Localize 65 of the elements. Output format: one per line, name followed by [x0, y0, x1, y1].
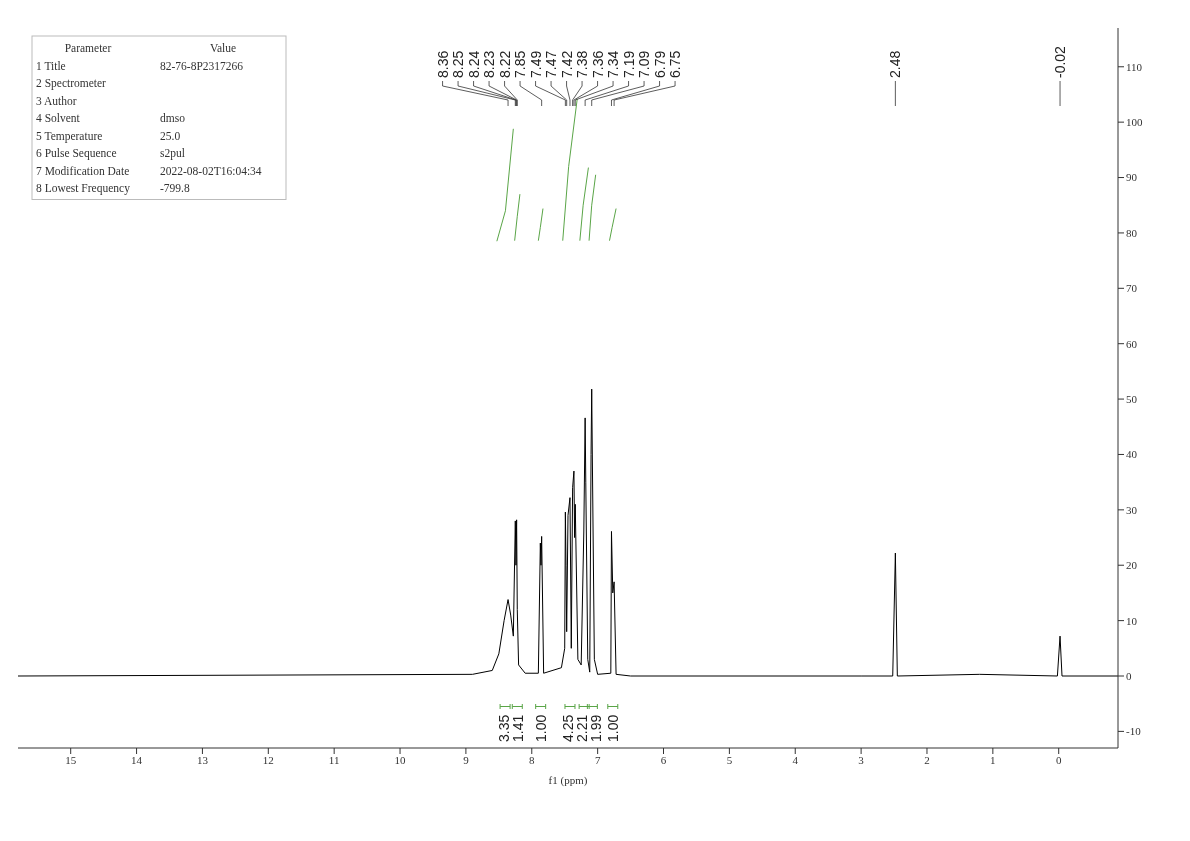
annotation: 7.42	[558, 50, 575, 78]
annotation: 7.34	[605, 50, 622, 78]
annotation: 7.38	[574, 50, 591, 78]
annotation: 7.36	[589, 50, 606, 78]
y-tick-label: 40	[1126, 448, 1138, 461]
x-tick-label: 15	[65, 753, 77, 766]
line-series	[18, 388, 1118, 677]
y-tick-label: 70	[1126, 282, 1138, 295]
x-tick-label: 2	[924, 753, 930, 766]
y-tick-label: 10	[1126, 614, 1138, 627]
annotation: 6.79	[651, 50, 668, 78]
y-tick-label: 20	[1126, 559, 1138, 572]
annotation: 8.25	[450, 50, 467, 78]
y-tick-label: 80	[1126, 226, 1138, 239]
annotation: 6.75	[667, 50, 684, 78]
annotation: 1.00	[532, 714, 549, 742]
annotation: 3 Author	[36, 94, 77, 107]
annotation: 4.25	[560, 714, 577, 742]
y-tick-label: 0	[1126, 669, 1132, 682]
annotation: 1.41	[510, 714, 527, 742]
text: 7 Modification Date 2022-08-02T16:04:34	[36, 164, 262, 177]
x-tick-label: 10	[394, 753, 407, 766]
annotation: 2.48	[887, 50, 904, 78]
annotation: 7.19	[620, 50, 637, 78]
x-tick-label: 3	[858, 753, 865, 766]
x-tick-label: 11	[328, 753, 340, 766]
annotation: 7.47	[543, 50, 560, 78]
annotation: 7.09	[636, 50, 653, 78]
y-tick-label: 30	[1126, 503, 1138, 516]
text: 6 Pulse Sequence s2pul	[36, 147, 185, 159]
x-tick-label: 8	[529, 753, 536, 766]
text: 1 Title 82-76-8P2317266	[36, 59, 244, 72]
x-axis-title: f1 (ppm)	[548, 774, 588, 787]
x-tick-label: 0	[1055, 753, 1062, 766]
x-tick-label: 9	[463, 753, 470, 766]
text: 5 Temperature 25.0	[36, 129, 181, 142]
x-tick-label: 13	[196, 753, 209, 766]
annotation: 8.24	[465, 50, 482, 78]
text: Parameter Value	[64, 42, 237, 54]
annotation: 8.22	[496, 50, 513, 78]
annotation: 2.21	[574, 714, 591, 742]
annotation: 2 Spectrometer	[36, 77, 107, 90]
annotation: -0.02	[1052, 45, 1069, 78]
annotation: 1.99	[588, 714, 605, 742]
y-tick-label: 60	[1126, 337, 1138, 350]
y-tick-label: 50	[1126, 392, 1138, 405]
x-tick-label: 12	[262, 753, 274, 766]
annotation: 7.85	[512, 50, 529, 78]
y-tick-label: 110	[1126, 60, 1143, 73]
annotation: 8.36	[434, 50, 451, 78]
text: 8 Lowest Frequency -799.8	[36, 182, 190, 194]
x-tick-label: 5	[726, 753, 733, 766]
y-tick-label: -10	[1126, 725, 1142, 738]
x-tick-label: 6	[660, 753, 667, 766]
x-tick-label: 7	[594, 753, 601, 766]
annotation: 3.35	[496, 714, 513, 742]
text: 4 Solvent dmso	[36, 112, 185, 124]
y-tick-label: 90	[1126, 171, 1138, 184]
annotation: 7.49	[527, 50, 544, 78]
x-tick-label: 14	[131, 753, 143, 766]
y-tick-label: 100	[1126, 116, 1143, 129]
x-tick-label: 4	[792, 753, 799, 766]
annotation: 1.00	[604, 714, 621, 742]
x-tick-label: 1	[990, 753, 996, 766]
annotation: 8.23	[481, 50, 498, 78]
